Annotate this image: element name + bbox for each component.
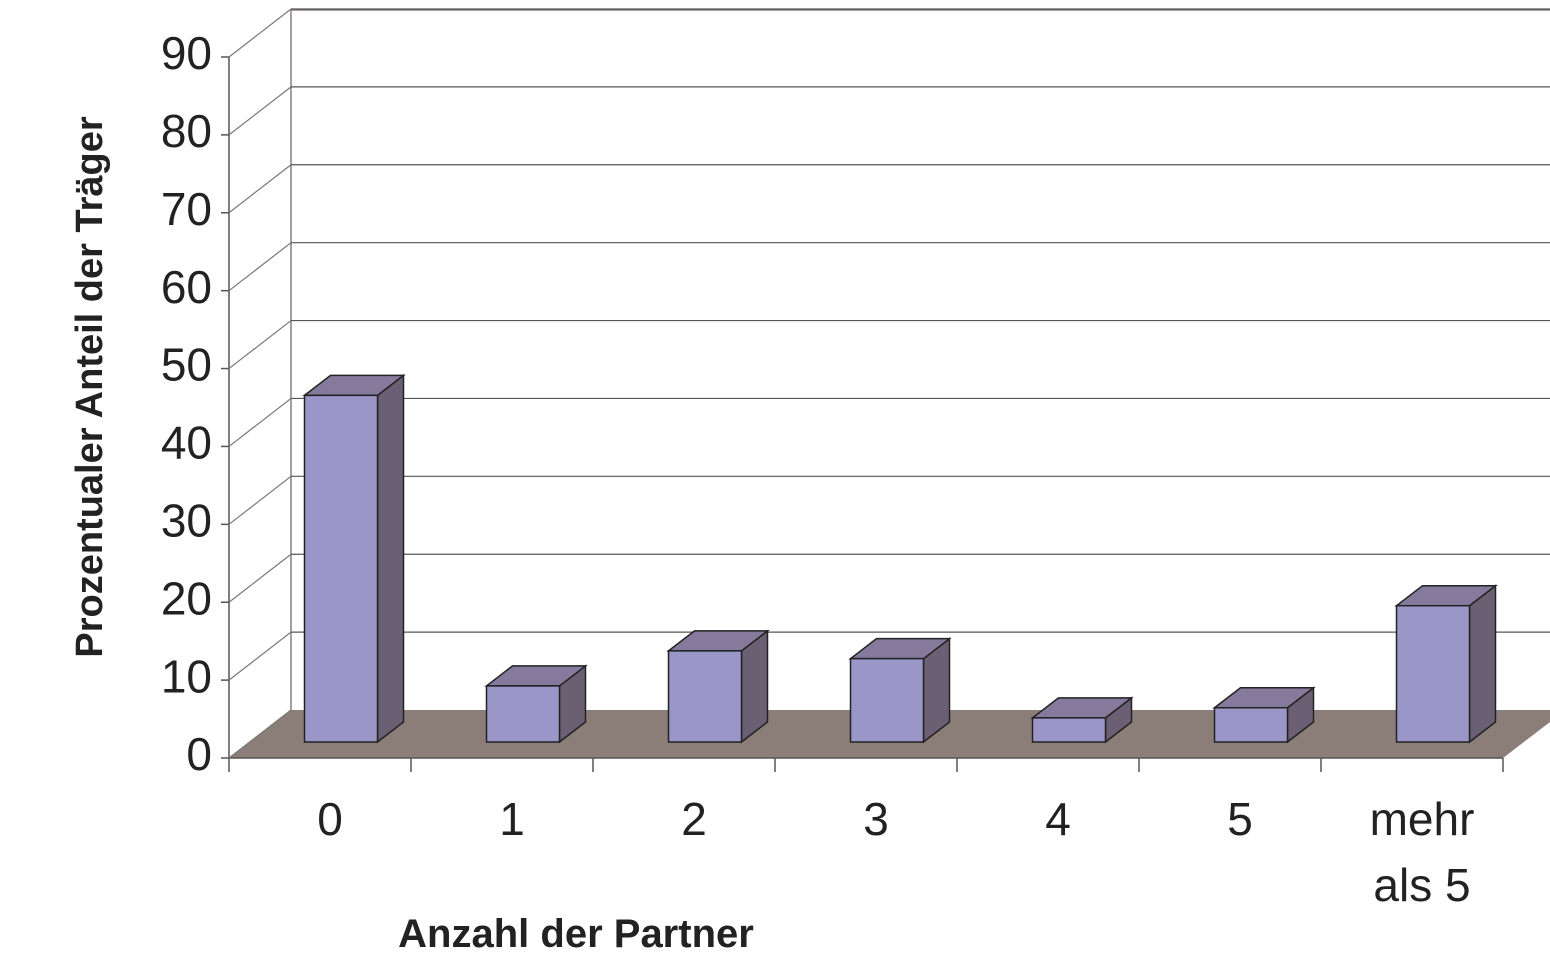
x-tick-label: 5 <box>1227 793 1253 845</box>
y-tick-label: 90 <box>161 27 212 79</box>
bar <box>1213 706 1289 743</box>
x-tick-label: 4 <box>1045 793 1071 845</box>
y-tick-label: 60 <box>161 261 212 313</box>
grid-line-side <box>228 475 292 525</box>
bar <box>1395 604 1471 743</box>
bar-side <box>1468 584 1497 744</box>
y-tick-label: 0 <box>186 728 212 780</box>
x-tick-label: 3 <box>863 793 889 845</box>
y-tick-label: 80 <box>161 105 212 157</box>
bar <box>667 650 743 743</box>
y-tick-label: 30 <box>161 494 212 546</box>
y-tick-label: 20 <box>161 572 212 624</box>
grid-line-side <box>228 242 292 292</box>
grid-line-side <box>228 164 292 214</box>
bar <box>1031 717 1107 743</box>
x-tick-label: 1 <box>499 793 525 845</box>
bar <box>303 394 379 743</box>
grid-line-side <box>228 320 292 370</box>
x-tick-label: 2 <box>681 793 707 845</box>
x-axis-title: Anzahl der Partner <box>398 912 754 956</box>
grid-line-side <box>228 397 292 447</box>
x-tick-label: mehr als 5 <box>1369 793 1475 911</box>
bar-side <box>376 373 405 744</box>
y-tick-label: 40 <box>161 417 212 469</box>
y-tick-label: 10 <box>161 650 212 702</box>
grid-line-side <box>228 553 292 603</box>
x-tick-label: 0 <box>317 793 343 845</box>
y-tick-label: 50 <box>161 339 212 391</box>
grid-line-side <box>228 631 292 681</box>
grid-line-side <box>228 8 292 58</box>
y-tick-label: 70 <box>161 183 212 235</box>
grid-line-side <box>228 86 292 136</box>
bar <box>485 685 561 743</box>
bar <box>849 657 925 743</box>
grid-line-side <box>228 709 292 759</box>
y-axis-title: Prozentualer Anteil der Träger <box>69 116 111 658</box>
